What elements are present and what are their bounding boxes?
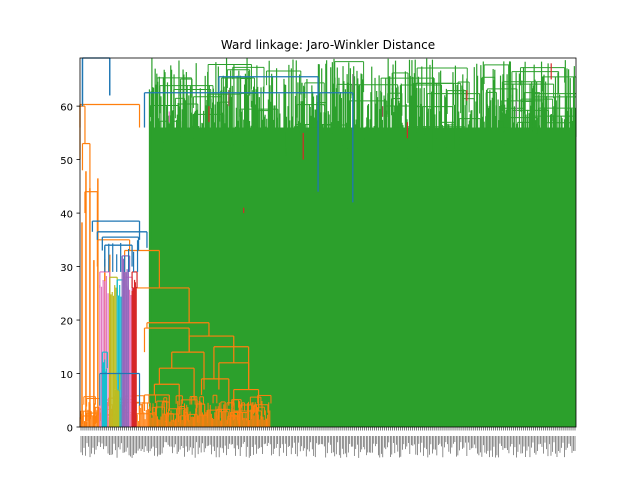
y-tick-label-20: 20	[60, 317, 73, 328]
plot-area	[79, 57, 577, 428]
green-cluster-body	[151, 127, 577, 428]
y-tick-label-30: 30	[60, 263, 73, 274]
y-tick-label-50: 50	[60, 156, 73, 167]
axes-frame	[79, 57, 577, 428]
y-axis: 0 10 20 30 40 50 60	[60, 103, 80, 435]
chart-title: Ward linkage: Jaro-Winkler Distance	[221, 38, 435, 52]
y-tick-label-0: 0	[67, 424, 73, 435]
y-tick-label-60: 60	[60, 103, 73, 114]
y-tick-label-40: 40	[60, 210, 73, 221]
x-axis	[80, 427, 576, 458]
y-tick-label-10: 10	[60, 370, 73, 381]
